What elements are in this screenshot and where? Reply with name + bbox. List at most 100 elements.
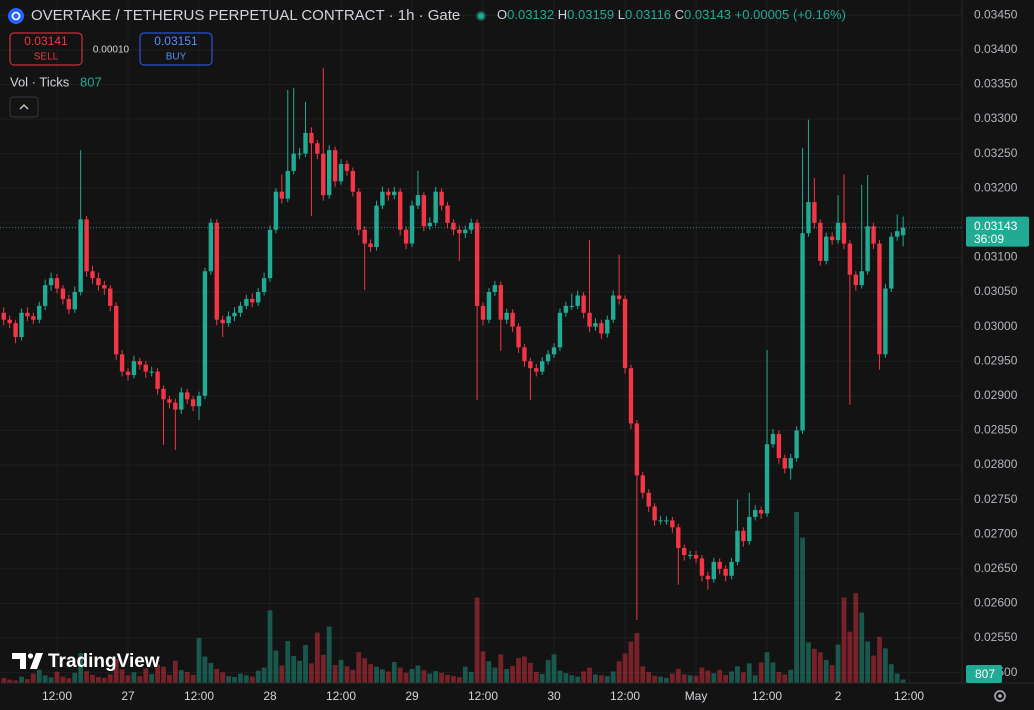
y-tick-label: 0.02850 [974, 423, 1018, 437]
candle-body [622, 298, 628, 369]
candle-body [634, 423, 640, 476]
volume-bar [178, 670, 184, 683]
candle-body [510, 312, 515, 327]
x-tick-label: 12:00 [326, 689, 356, 703]
volume-bar [54, 671, 60, 683]
y-tick-label: 0.03400 [974, 42, 1018, 56]
ohlc-letter: C [675, 7, 684, 22]
volume-bar [681, 674, 687, 683]
volume-bar [320, 654, 326, 683]
volume-bar [30, 673, 36, 683]
buy-button[interactable] [139, 32, 213, 66]
candle-body [19, 312, 24, 338]
volume-bar [48, 677, 54, 683]
volume-bar [551, 654, 557, 683]
candle-body [652, 506, 657, 521]
volume-bar [362, 658, 368, 683]
x-tick-label: 12:00 [610, 689, 640, 703]
volume-bar [220, 672, 226, 683]
candle-body [522, 347, 527, 362]
volume-bar [900, 679, 906, 683]
volume-bar [853, 593, 859, 683]
candle-body [161, 388, 166, 400]
volume-bar [332, 665, 338, 683]
candle-body [397, 191, 403, 230]
volume-bar [752, 675, 758, 683]
volume-bar [527, 662, 533, 683]
volume-label: Vol · Ticks [10, 74, 70, 89]
volume-bar [640, 666, 646, 683]
candle-body [37, 305, 42, 320]
volume-bar [368, 664, 374, 683]
candle-body [350, 170, 356, 192]
symbol-title[interactable]: OVERTAKE / TETHERUS PERPETUAL CONTRACT ·… [31, 7, 460, 24]
candle-body [682, 548, 687, 555]
candle-body [835, 222, 841, 241]
candles [1, 67, 906, 621]
volume-bar [7, 679, 13, 683]
candle-body [729, 561, 734, 576]
candle-body [492, 285, 498, 293]
volume-bar [675, 668, 681, 683]
volume-bar [492, 667, 498, 683]
volume-bar [96, 677, 101, 683]
volume-bar [202, 656, 208, 683]
candle-body [806, 202, 811, 234]
y-tick-label: 0.03250 [974, 146, 1018, 160]
candle-body [829, 236, 835, 241]
candle-body [711, 561, 716, 580]
candle-body [196, 395, 202, 407]
candle-body [723, 568, 728, 576]
volume-bar [581, 671, 587, 683]
volume-bar [119, 669, 125, 683]
x-tick-label: 12:00 [752, 689, 782, 703]
candle-body [149, 371, 154, 373]
volume-bar [894, 673, 900, 683]
volume-bar [823, 659, 829, 683]
x-tick-label: 12:00 [184, 689, 214, 703]
candle-body [640, 475, 645, 493]
candle-body [764, 444, 770, 514]
volume-bar [474, 597, 480, 683]
volume-bar [113, 659, 119, 683]
x-tick-label: 12:00 [894, 689, 924, 703]
candle-body [54, 278, 60, 289]
candle-body [279, 191, 285, 199]
y-tick-label: 0.03100 [974, 250, 1018, 264]
volume-bar [539, 674, 545, 683]
volume-bar [468, 671, 474, 683]
volume-bar [374, 666, 379, 683]
volume-bar [776, 671, 782, 683]
candle-body [457, 229, 462, 234]
candle-body [593, 323, 598, 327]
buy-price: 0.03151 [154, 34, 198, 48]
candle-body [871, 226, 876, 244]
volume-bar [261, 667, 267, 683]
volume-bar [78, 653, 84, 683]
candle-body [516, 326, 521, 348]
candle-body [741, 530, 746, 542]
volume-bar [557, 670, 563, 683]
candle-body [48, 278, 54, 286]
settings-icon[interactable] [994, 690, 1006, 702]
candle-body [326, 150, 332, 196]
collapse-button[interactable] [9, 96, 39, 118]
volume-bar [569, 675, 575, 683]
candle-body [812, 202, 817, 223]
y-tick-label: 0.02900 [974, 388, 1018, 402]
volume-bar [598, 675, 604, 683]
sell-price: 0.03141 [24, 34, 68, 48]
candle-body [297, 153, 302, 155]
volume-bar [72, 672, 78, 683]
axis-bg [962, 0, 1034, 710]
candle-body [439, 191, 444, 206]
candle-body [788, 458, 793, 469]
volume-value: 807 [80, 74, 102, 89]
candle-body [747, 516, 752, 542]
volume-bar [746, 663, 752, 683]
sell-button[interactable] [9, 32, 83, 66]
candle-body [551, 347, 557, 355]
candle-body [374, 205, 379, 248]
x-tick-label: 12:00 [42, 689, 72, 703]
